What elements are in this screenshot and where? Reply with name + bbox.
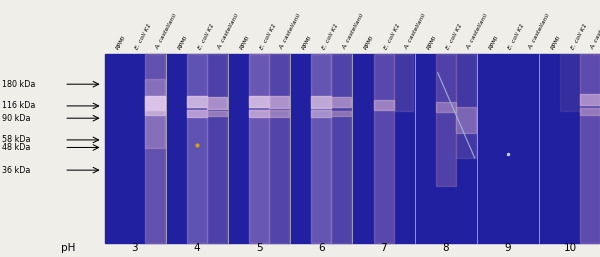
Text: A. castellanii: A. castellanii xyxy=(528,13,551,51)
Bar xyxy=(580,108,600,115)
Text: A. castellanii: A. castellanii xyxy=(466,13,489,51)
Text: RPMI: RPMI xyxy=(177,35,189,51)
Text: A. castellanii: A. castellanii xyxy=(590,13,600,51)
Bar xyxy=(187,110,207,117)
Text: RPMI: RPMI xyxy=(426,35,437,51)
Text: RPMI: RPMI xyxy=(488,35,500,51)
Text: 4: 4 xyxy=(194,243,200,253)
Bar xyxy=(249,54,269,243)
Text: 5: 5 xyxy=(256,243,263,253)
Bar xyxy=(436,54,456,186)
Text: RPMI: RPMI xyxy=(115,35,127,51)
Bar xyxy=(560,54,580,111)
Bar xyxy=(456,54,476,158)
Text: RPMI: RPMI xyxy=(550,35,562,51)
Text: 10: 10 xyxy=(563,243,577,253)
Bar xyxy=(145,54,165,243)
Bar xyxy=(269,110,289,117)
Bar xyxy=(207,97,227,109)
Text: 90 kDa: 90 kDa xyxy=(2,114,30,123)
Bar xyxy=(311,110,331,117)
Text: A. castellanii: A. castellanii xyxy=(155,13,178,51)
Text: 6: 6 xyxy=(318,243,325,253)
Bar xyxy=(580,54,600,243)
Text: 36 kDa: 36 kDa xyxy=(2,166,30,175)
Text: pH: pH xyxy=(61,243,75,253)
Bar xyxy=(145,79,165,148)
Bar xyxy=(331,97,351,107)
Text: 58 kDa: 58 kDa xyxy=(2,135,30,144)
Text: RPMI: RPMI xyxy=(239,35,251,51)
Bar xyxy=(145,96,165,110)
Bar xyxy=(145,110,165,115)
Bar xyxy=(331,54,351,243)
Text: A. castellanii: A. castellanii xyxy=(341,13,365,51)
Text: E. coli K1: E. coli K1 xyxy=(197,23,215,51)
Text: 7: 7 xyxy=(380,243,387,253)
Text: RPMI: RPMI xyxy=(364,35,375,51)
Bar xyxy=(249,110,269,117)
Bar xyxy=(331,111,351,116)
Bar xyxy=(374,54,394,243)
Text: E. coli K1: E. coli K1 xyxy=(322,23,340,51)
Text: RPMI: RPMI xyxy=(301,35,313,51)
Text: E. coli K1: E. coli K1 xyxy=(446,23,464,51)
Bar xyxy=(311,54,331,243)
Text: E. coli K1: E. coli K1 xyxy=(508,23,526,51)
Text: 8: 8 xyxy=(442,243,449,253)
Bar xyxy=(311,96,331,108)
Text: E. coli K1: E. coli K1 xyxy=(570,23,588,51)
Bar xyxy=(580,94,600,105)
Text: 116 kDa: 116 kDa xyxy=(2,102,35,111)
Text: A. castellanii: A. castellanii xyxy=(279,13,302,51)
Bar xyxy=(269,54,289,243)
Text: 9: 9 xyxy=(505,243,511,253)
Text: E. coli K1: E. coli K1 xyxy=(383,23,401,51)
Bar xyxy=(249,96,269,107)
Text: 180 kDa: 180 kDa xyxy=(2,80,35,89)
Text: 3: 3 xyxy=(131,243,138,253)
Text: E. coli K1: E. coli K1 xyxy=(135,23,153,51)
Bar xyxy=(105,54,600,243)
Text: A. castellanii: A. castellanii xyxy=(217,13,240,51)
Bar xyxy=(207,111,227,116)
Bar xyxy=(394,54,413,111)
Text: 48 kDa: 48 kDa xyxy=(2,143,30,152)
Text: E. coli K1: E. coli K1 xyxy=(259,23,277,51)
Text: A. castellanii: A. castellanii xyxy=(404,13,427,51)
Bar xyxy=(187,54,207,243)
Bar xyxy=(187,96,207,107)
Bar xyxy=(374,100,394,110)
Bar xyxy=(207,54,227,243)
Bar xyxy=(436,102,456,112)
Bar xyxy=(269,96,289,108)
Bar xyxy=(456,107,476,133)
